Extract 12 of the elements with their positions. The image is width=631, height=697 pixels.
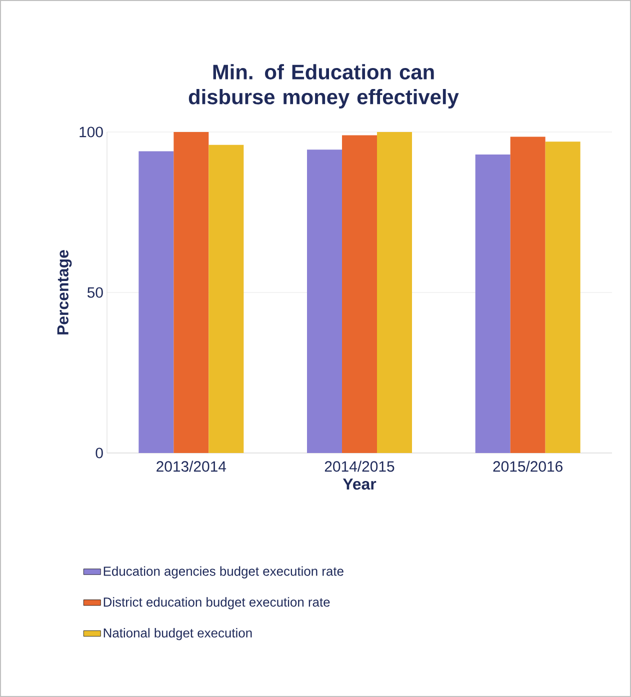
y-axis-title: Percentage — [57, 250, 72, 334]
chart-title: Min. of Education can disburse money effectively — [188, 64, 459, 108]
x-tick-label: 2015/2016 — [493, 460, 562, 472]
x-axis-title: Year — [342, 478, 376, 490]
legend-label: Education agencies budget execution rate — [104, 566, 344, 578]
x-tick-label: 2014/2015 — [324, 460, 394, 472]
y-tick-label: 100 — [80, 126, 103, 138]
x-tick-label: 2013/2014 — [156, 460, 226, 472]
legend-label: National budget execution — [104, 628, 252, 640]
y-tick-label: 50 — [87, 287, 103, 298]
legend-label: District education budget execution rate — [104, 597, 330, 610]
y-tick-label: 0 — [96, 448, 103, 458]
